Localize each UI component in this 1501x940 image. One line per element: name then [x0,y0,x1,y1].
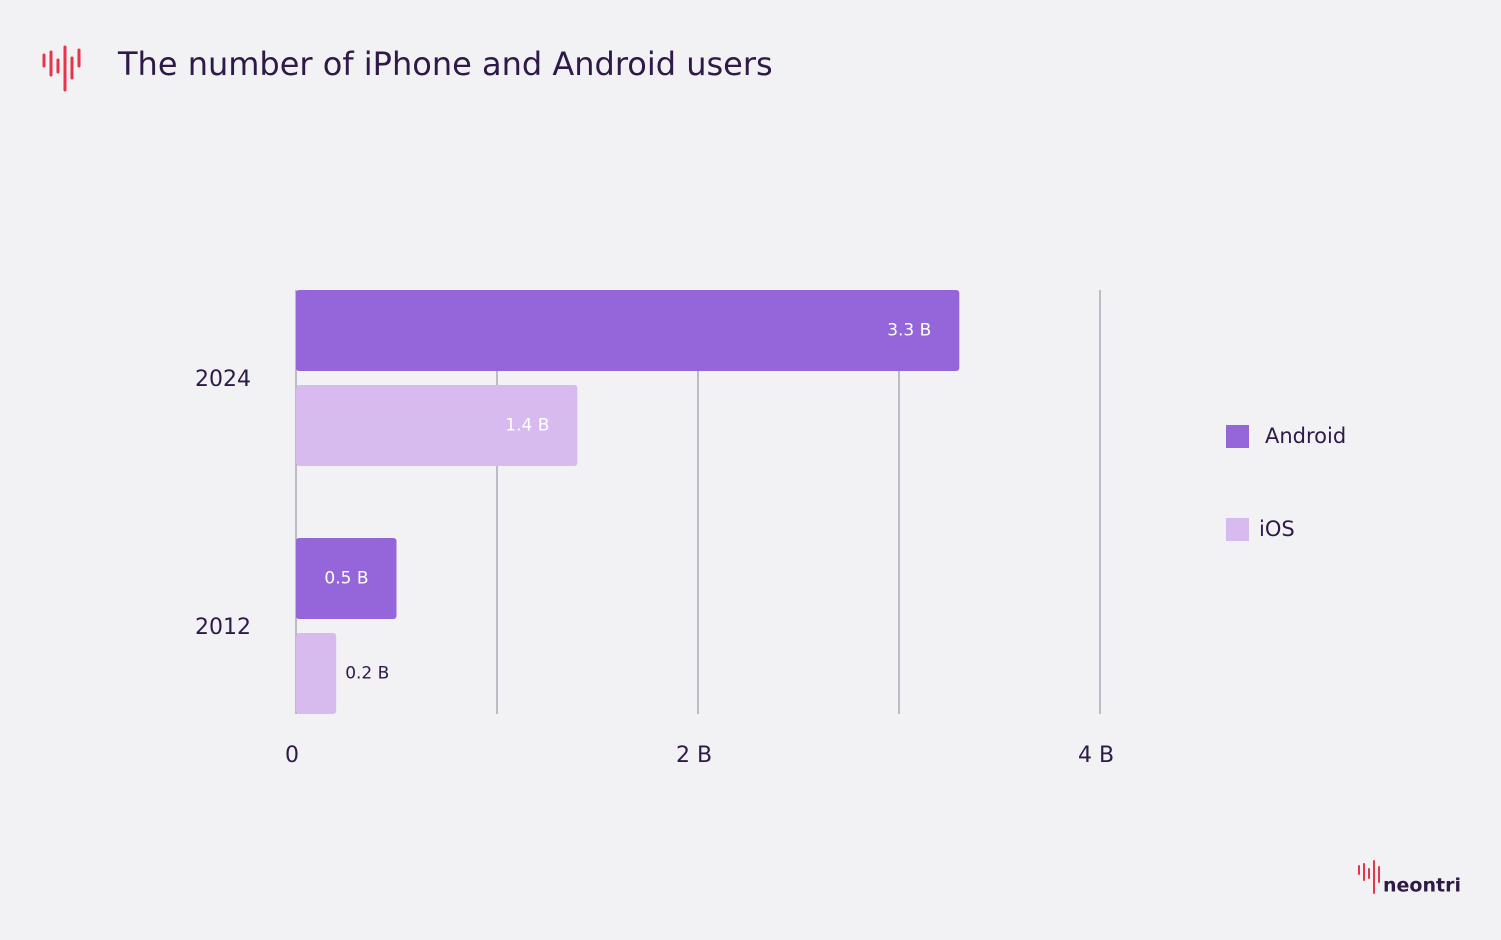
brand-logo [1358,860,1380,894]
legend-label: iOS [1259,517,1295,541]
bar [296,538,397,619]
brand: neontri [1383,875,1461,897]
legend-swatch [1226,518,1249,541]
legend-swatch [1226,425,1249,448]
bar [296,385,578,466]
value-label: 0.2 B [345,664,389,684]
bar [296,633,337,714]
value-label: 3.3 B [887,321,931,341]
x-tick-label: 0 [285,743,299,768]
y-tick-label: 2024 [195,367,251,392]
value-label: 1.4 B [505,416,549,436]
logo [42,45,81,92]
legend-label: Android [1265,424,1346,448]
y-tick-label: 2012 [195,615,251,640]
bar [296,290,960,371]
x-tick-label: 4 B [1078,743,1114,768]
value-label: 0.5 B [324,569,368,589]
x-tick-label: 2 B [676,743,712,768]
chart-title: The number of iPhone and Android users [117,45,773,83]
